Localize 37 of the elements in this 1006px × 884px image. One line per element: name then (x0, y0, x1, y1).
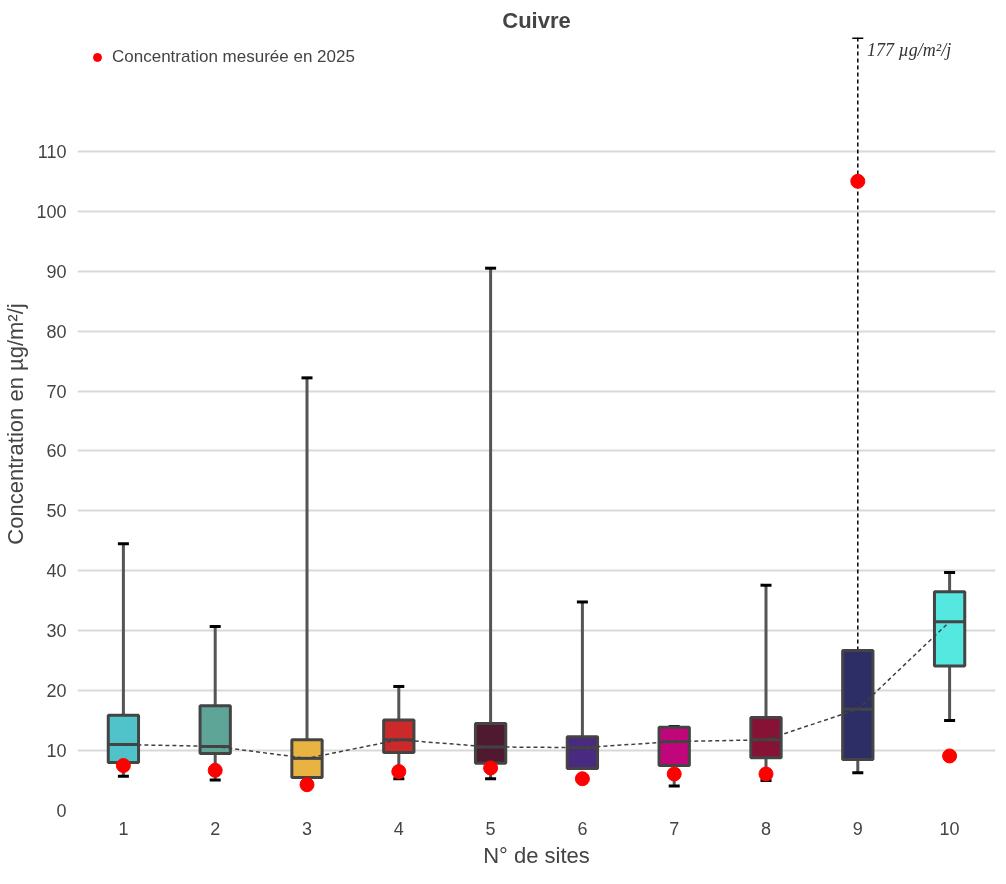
point (850, 173, 866, 189)
x-axis-title: N° de sites (483, 842, 590, 868)
x-tick-label: 5 (485, 818, 496, 839)
x-tick-label: 10 (939, 818, 960, 839)
x-tick-label: 4 (393, 818, 404, 839)
y-tick-label: 10 (46, 741, 67, 762)
point (666, 766, 682, 782)
point (207, 762, 223, 778)
y-tick-label: 0 (56, 801, 67, 821)
y-tick-label: 70 (46, 381, 67, 402)
point (942, 748, 958, 764)
y-tick-label: 90 (46, 261, 67, 282)
y-tick-label: 20 (46, 681, 67, 702)
annotation: 177 µg/m²/j (866, 39, 952, 60)
x-tick-label: 7 (669, 818, 680, 839)
y-tick-label: 100 (36, 201, 67, 222)
x-tick-label: 3 (301, 818, 313, 839)
y-axis-title: Concentration en µg/m²/j (3, 303, 29, 545)
y-tick-label: 80 (46, 321, 67, 342)
x-tick-label: 6 (577, 818, 588, 839)
point (299, 777, 315, 793)
point (391, 764, 407, 780)
y-tick-label: 50 (46, 501, 67, 522)
point (483, 760, 499, 776)
chart-title: Cuivre (502, 7, 571, 33)
point (115, 758, 131, 774)
legend-label: Concentration mesurée en 2025 (112, 47, 355, 67)
y-tick-label: 30 (46, 621, 67, 642)
point (758, 766, 774, 782)
x-tick-label: 8 (760, 818, 772, 839)
x-tick-label: 9 (852, 818, 863, 839)
point (574, 771, 590, 787)
y-tick-label: 40 (46, 561, 67, 582)
y-tick-label: 110 (37, 141, 67, 162)
y-tick-label: 60 (46, 441, 67, 462)
x-tick-label: 1 (118, 818, 129, 839)
x-tick-label: 2 (210, 818, 221, 839)
